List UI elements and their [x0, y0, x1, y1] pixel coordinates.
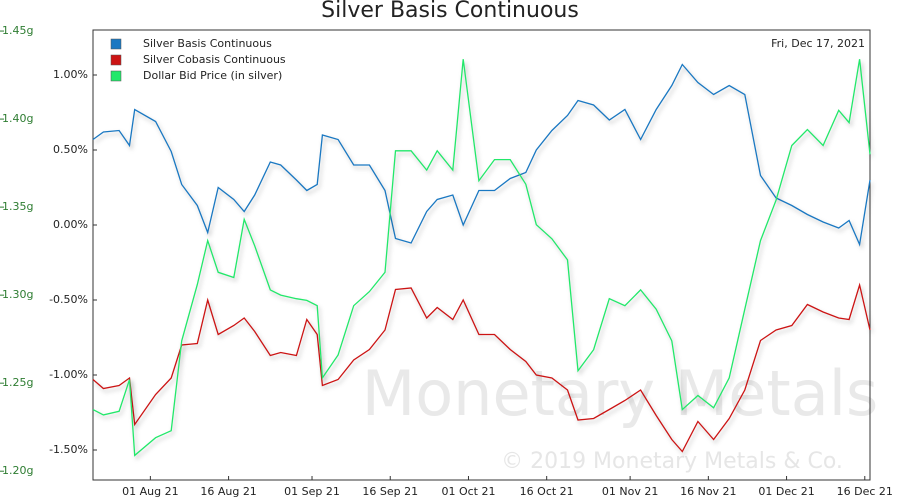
legend-label: Dollar Bid Price (in silver): [143, 69, 282, 82]
x-tick-label: 01 Oct 21: [441, 485, 495, 498]
x-tick-label: 01 Dec 21: [758, 485, 814, 498]
legend-label: Silver Basis Continuous: [143, 37, 272, 50]
watermark: Monetary Metals: [362, 357, 879, 430]
x-tick-label: 16 Nov 21: [680, 485, 736, 498]
legend-swatch: [110, 38, 122, 50]
x-tick-label: 16 Oct 21: [520, 485, 574, 498]
y-tick-label: 0.50%: [53, 143, 88, 156]
legend-swatch: [110, 54, 122, 66]
chart-title: Silver Basis Continuous: [321, 0, 579, 23]
y-tick-label: 0.00%: [53, 218, 88, 231]
y-tick-label: 1.00%: [53, 68, 88, 81]
legend-label: Silver Cobasis Continuous: [143, 53, 286, 66]
x-tick-label: 16 Dec 21: [837, 485, 893, 498]
y2-tick-label: 1.30g: [2, 288, 33, 301]
y2-tick-label: 1.45g: [2, 24, 33, 37]
y-tick-label: -1.50%: [49, 443, 88, 456]
date-annotation: Fri, Dec 17, 2021: [771, 37, 865, 50]
series-line: [92, 59, 871, 457]
series-line: [92, 282, 871, 453]
x-tick-label: 16 Aug 21: [200, 485, 256, 498]
y2-tick-label: 1.40g: [2, 112, 33, 125]
copyright: © 2019 Monetary Metals & Co.: [501, 449, 843, 474]
y-tick-label: -0.50%: [49, 293, 88, 306]
y2-tick-label: 1.25g: [2, 376, 33, 389]
x-tick-label: 01 Nov 21: [602, 485, 658, 498]
plot-frame: [92, 29, 871, 481]
series-line: [92, 63, 871, 247]
legend-swatch: [110, 70, 122, 82]
y2-tick-label: 1.20g: [2, 464, 33, 477]
x-tick-label: 01 Aug 21: [122, 485, 178, 498]
y2-tick-label: 1.35g: [2, 200, 33, 213]
y-tick-label: -1.00%: [49, 368, 88, 381]
x-tick-label: 16 Sep 21: [362, 485, 418, 498]
x-tick-label: 01 Sep 21: [284, 485, 340, 498]
